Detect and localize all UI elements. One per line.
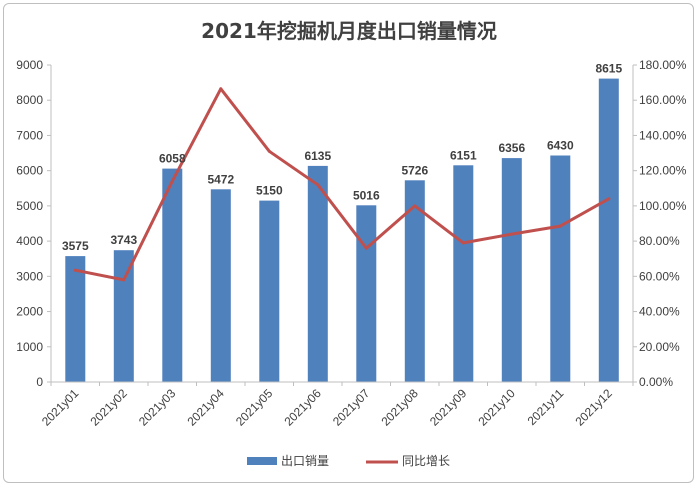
y-right-tick-label: 40.00%: [639, 305, 680, 319]
legend-label-line: 同比增长: [402, 454, 450, 468]
y-left-tick-label: 8000: [16, 93, 43, 107]
y-right-tick-label: 0.00%: [639, 375, 673, 389]
x-tick-label: 2021y04: [184, 386, 227, 429]
data-label-2021y01: 3575: [62, 239, 89, 253]
line-point-2021y03: [170, 179, 174, 183]
data-label-2021y10: 6356: [498, 141, 525, 155]
x-tick-label: 2021y06: [281, 386, 324, 429]
data-label-2021y12: 8615: [595, 62, 622, 76]
data-label-2021y08: 5726: [401, 163, 428, 177]
bar-2021y01: [65, 256, 86, 382]
data-label-2021y05: 5150: [256, 184, 283, 198]
data-labels-layer: 3575 3743 6058 5472 5150 6135 5016 5726 6151 6356…: [62, 62, 623, 254]
data-label-2021y09: 6151: [450, 148, 477, 162]
x-tick-label: 2021y05: [233, 386, 276, 429]
y-right-tick-label: 180.00%: [639, 58, 687, 72]
line-series-growth: [73, 87, 611, 282]
data-label-2021y02: 3743: [110, 233, 137, 247]
data-label-2021y06: 6135: [304, 149, 331, 163]
x-tick-label: 2021y01: [39, 386, 82, 429]
y-left-tick-label: 0: [36, 375, 43, 389]
line-point-2021y04: [219, 87, 223, 91]
line-point-2021y02: [122, 278, 126, 282]
data-label-2021y07: 5016: [353, 188, 380, 202]
bar-2021y02: [113, 250, 134, 382]
y-left-tick-label: 7000: [16, 128, 43, 142]
x-tick-label: 2021y10: [475, 386, 518, 429]
bars-layer: [65, 78, 619, 382]
legend-swatch-bar: [247, 457, 277, 465]
x-tick-label: 2021y09: [427, 386, 470, 429]
x-tick-label: 2021y07: [330, 386, 373, 429]
line-point-2021y05: [267, 149, 271, 153]
bar-2021y06: [307, 165, 328, 382]
y-right-tick-label: 60.00%: [639, 269, 680, 283]
line-point-2021y08: [413, 204, 417, 208]
chart-title: 2021年挖掘机月度出口销量情况: [201, 19, 497, 43]
legend: 出口销量 同比增长: [247, 454, 450, 468]
y-right-tick-label: 20.00%: [639, 340, 680, 354]
data-label-2021y04: 5472: [207, 172, 234, 186]
y-left-tick-label: 5000: [16, 199, 43, 213]
data-label-2021y11: 6430: [547, 139, 574, 153]
line-point-2021y01: [73, 268, 77, 272]
y-left-tick-label: 2000: [16, 305, 43, 319]
y-right-tick-label: 140.00%: [639, 128, 687, 142]
bar-2021y11: [550, 155, 571, 382]
bar-2021y08: [404, 180, 425, 382]
bar-2021y04: [210, 189, 231, 382]
line-point-2021y10: [510, 232, 514, 236]
data-label-2021y03: 6058: [159, 152, 186, 166]
x-tick-label: 2021y02: [87, 386, 130, 429]
y-right-tick-label: 100.00%: [639, 199, 687, 213]
line-layer: [73, 87, 611, 282]
y-left-tick-label: 4000: [16, 234, 43, 248]
chart-frame: [3, 3, 694, 483]
x-tick-label: 2021y11: [525, 386, 567, 428]
y-right-tick-label: 160.00%: [639, 93, 687, 107]
line-point-2021y06: [316, 183, 320, 187]
x-tick-label: 2021y03: [136, 386, 179, 429]
line-point-2021y09: [461, 241, 465, 245]
y-left-tick-label: 1000: [16, 340, 43, 354]
line-point-2021y07: [364, 246, 368, 250]
bar-2021y05: [259, 200, 280, 382]
legend-label-bar: 出口销量: [281, 454, 329, 468]
y-right-tick-label: 120.00%: [639, 164, 687, 178]
x-tick-label: 2021y08: [378, 386, 421, 429]
bar-2021y10: [501, 158, 522, 382]
line-point-2021y12: [607, 197, 611, 201]
y-right-tick-label: 80.00%: [639, 234, 680, 248]
y-left-tick-label: 6000: [16, 164, 43, 178]
bar-2021y12: [598, 78, 619, 382]
bar-2021y03: [162, 168, 183, 382]
bar-2021y07: [356, 205, 377, 382]
line-point-2021y11: [558, 224, 562, 228]
bar-2021y09: [453, 165, 474, 382]
x-tick-label: 2021y12: [572, 386, 615, 429]
y-left-tick-label: 3000: [16, 269, 43, 283]
y-left-tick-label: 9000: [16, 58, 43, 72]
